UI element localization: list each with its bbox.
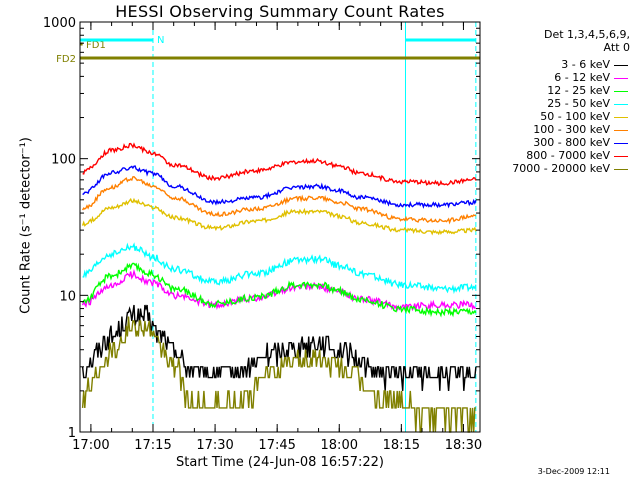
series-line-3 bbox=[82, 242, 477, 295]
flag-bars: FD2 FD1 N bbox=[56, 35, 480, 65]
legend-swatch bbox=[614, 156, 628, 157]
legend-label: 12 - 25 keV bbox=[547, 84, 610, 97]
legend-swatch bbox=[614, 130, 628, 131]
y-tick-label: 1 bbox=[68, 426, 76, 441]
legend-label: 300 - 800 keV bbox=[533, 136, 610, 149]
legend-label: 6 - 12 keV bbox=[554, 71, 610, 84]
legend-label: 25 - 50 keV bbox=[547, 97, 610, 110]
legend-entry-7: 800 - 7000 keV bbox=[484, 149, 630, 163]
series-line-0 bbox=[81, 304, 477, 391]
x-axis-label: Start Time (24-Jun-08 16:57:22) bbox=[176, 455, 384, 470]
legend-swatch bbox=[614, 78, 628, 79]
series-line-6 bbox=[82, 165, 477, 209]
legend-entry-1: 6 - 12 keV bbox=[484, 71, 630, 85]
legend-entry-2: 12 - 25 keV bbox=[484, 84, 630, 98]
series-line-8 bbox=[81, 316, 476, 433]
flag-label-fd1: FD1 bbox=[86, 40, 106, 51]
y-axis: 1 10 100 1000 bbox=[43, 16, 480, 441]
legend-entry-6: 300 - 800 keV bbox=[484, 136, 630, 150]
series-lines bbox=[81, 142, 477, 433]
legend-swatch bbox=[614, 65, 628, 66]
series-line-4 bbox=[81, 197, 477, 236]
legend-label: 800 - 7000 keV bbox=[526, 149, 610, 162]
footer-timestamp: 3-Dec-2009 12:11 bbox=[537, 467, 610, 476]
series-line-2 bbox=[81, 262, 477, 318]
y-tick-label: 1000 bbox=[43, 16, 76, 31]
x-tick-label: 18:30 bbox=[445, 438, 482, 453]
y-tick-label: 10 bbox=[59, 289, 76, 304]
legend-swatch bbox=[614, 117, 628, 118]
legend-entry-8: 7000 - 20000 keV bbox=[484, 162, 630, 176]
x-tick-label: 17:00 bbox=[72, 438, 109, 453]
series-line-7 bbox=[82, 142, 477, 187]
legend-swatch bbox=[614, 169, 628, 170]
legend-swatch bbox=[614, 104, 628, 105]
x-tick-label: 17:30 bbox=[196, 438, 233, 453]
y-axis-label: Count Rate (s⁻¹ detector⁻¹) bbox=[18, 137, 34, 314]
legend-label: 100 - 300 keV bbox=[533, 123, 610, 136]
legend-entry-4: 50 - 100 keV bbox=[484, 110, 630, 124]
legend-label: 50 - 100 keV bbox=[540, 110, 610, 123]
plot-frame bbox=[79, 21, 481, 433]
x-tick-label: 18:15 bbox=[383, 438, 420, 453]
series-line-5 bbox=[81, 175, 477, 225]
series-line-1 bbox=[81, 268, 477, 312]
legend-entry-5: 100 - 300 keV bbox=[484, 123, 630, 137]
legend-swatch bbox=[614, 91, 628, 92]
flag-label-fd2: FD2 bbox=[56, 54, 76, 65]
legend-title-line-1: Det 1,3,4,5,6,9, bbox=[543, 28, 630, 41]
x-tick-label: 17:15 bbox=[134, 438, 171, 453]
legend-label: 7000 - 20000 keV bbox=[512, 162, 610, 175]
chart-title: HESSI Observing Summary Count Rates bbox=[115, 2, 445, 21]
legend-entry-3: 25 - 50 keV bbox=[484, 97, 630, 111]
legend-label: 3 - 6 keV bbox=[561, 58, 610, 71]
x-tick-label: 18:00 bbox=[321, 438, 358, 453]
legend-title-line-2: Att 0 bbox=[603, 41, 630, 54]
legend-swatch bbox=[614, 143, 628, 144]
y-tick-label: 100 bbox=[51, 153, 76, 168]
legend-entry-0: 3 - 6 keV bbox=[484, 58, 630, 72]
flag-label-n: N bbox=[157, 35, 164, 46]
x-tick-label: 17:45 bbox=[258, 438, 295, 453]
x-axis: 17:00 17:15 17:30 17:45 18:00 18:15 18:30 bbox=[72, 22, 482, 453]
